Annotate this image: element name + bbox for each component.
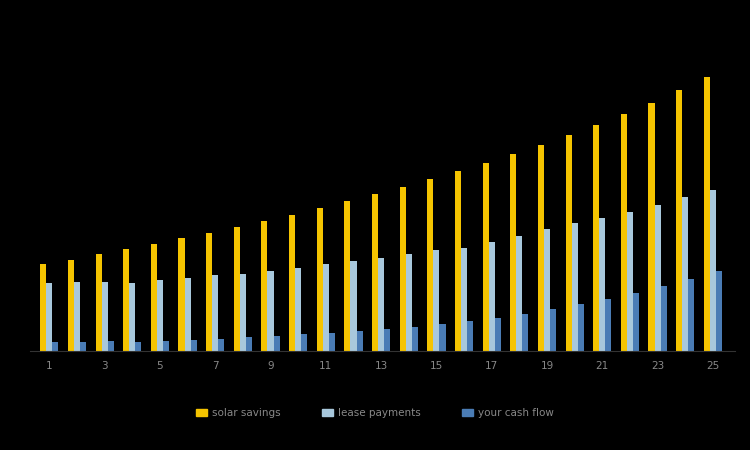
Bar (489, 242, 495, 351)
Bar (682, 198, 688, 351)
Bar (461, 248, 467, 351)
Bar (649, 103, 655, 351)
Bar (495, 318, 501, 351)
Bar (599, 218, 605, 351)
Bar (356, 331, 362, 351)
Bar (296, 267, 302, 351)
Bar (427, 180, 433, 351)
Bar (328, 333, 335, 351)
Bar (400, 187, 406, 351)
Bar (344, 202, 350, 351)
Bar (627, 212, 633, 351)
Bar (95, 254, 101, 351)
Bar (550, 309, 556, 351)
Bar (322, 265, 328, 351)
Bar (704, 77, 710, 351)
Bar (676, 90, 682, 351)
Bar (378, 258, 384, 351)
Bar (262, 221, 268, 351)
Bar (372, 194, 378, 351)
Bar (157, 280, 163, 351)
Bar (440, 324, 446, 351)
Bar (578, 304, 584, 351)
Bar (621, 114, 627, 351)
Bar (316, 208, 322, 351)
Bar (572, 224, 578, 351)
Bar (544, 229, 550, 351)
Bar (123, 249, 129, 351)
Bar (302, 334, 307, 351)
Bar (633, 293, 639, 351)
Bar (710, 190, 716, 351)
Bar (190, 340, 196, 351)
Bar (566, 135, 572, 351)
Bar (605, 299, 611, 351)
Bar (455, 171, 461, 351)
Bar (289, 215, 296, 351)
Bar (523, 314, 529, 351)
Bar (101, 282, 108, 351)
Bar (661, 287, 667, 351)
Bar (151, 244, 157, 351)
Bar (384, 329, 390, 351)
Legend: solar savings, lease payments, your cash flow: solar savings, lease payments, your cash… (192, 404, 558, 422)
Bar (178, 238, 184, 351)
Bar (53, 342, 58, 351)
Bar (184, 278, 190, 351)
Bar (716, 271, 722, 351)
Bar (467, 321, 473, 351)
Bar (74, 283, 80, 351)
Bar (350, 261, 356, 351)
Bar (240, 274, 246, 351)
Bar (80, 342, 86, 351)
Bar (516, 236, 523, 351)
Bar (688, 279, 694, 351)
Bar (206, 233, 212, 351)
Bar (108, 341, 114, 351)
Bar (268, 271, 274, 351)
Bar (212, 275, 218, 351)
Bar (218, 339, 224, 351)
Bar (246, 338, 252, 351)
Bar (163, 341, 169, 351)
Bar (234, 227, 240, 351)
Bar (433, 250, 439, 351)
Bar (129, 284, 135, 351)
Bar (593, 125, 599, 351)
Bar (412, 327, 418, 351)
Bar (538, 145, 544, 351)
Bar (655, 205, 661, 351)
Bar (46, 284, 53, 351)
Bar (68, 260, 74, 351)
Bar (135, 342, 142, 351)
Bar (482, 163, 489, 351)
Bar (274, 336, 280, 351)
Bar (40, 265, 46, 351)
Bar (406, 254, 412, 351)
Bar (510, 154, 516, 351)
